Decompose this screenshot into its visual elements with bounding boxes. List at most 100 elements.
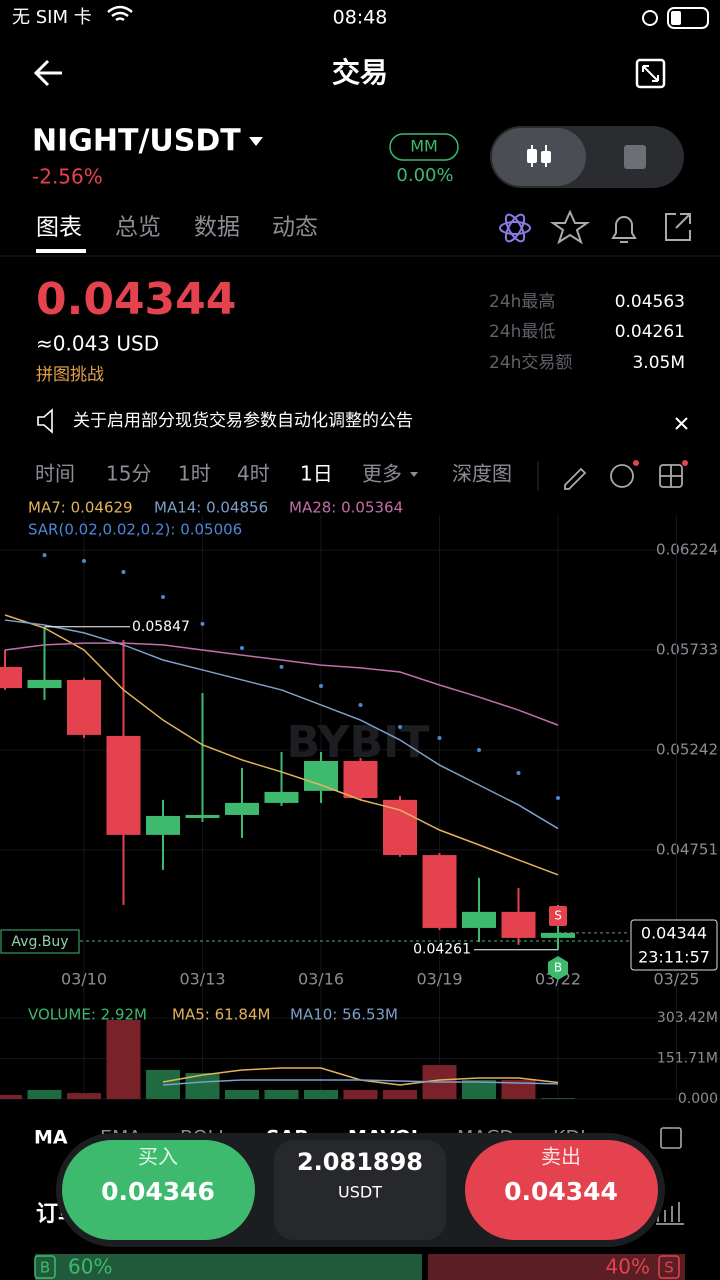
y-tick-label: 0.05733 [656,641,718,659]
buy-tag [34,1255,56,1279]
settings-button[interactable] [610,464,634,488]
ma-line [4,614,559,876]
candle-icon-body [527,149,537,163]
sell-ratio-bar [428,1254,685,1280]
volume-bar [106,1019,141,1099]
ma-line [4,642,559,726]
interval[interactable]: 1时 [178,462,211,486]
sar-dot [240,645,244,650]
y-tick-label: 0.000 [678,1091,718,1107]
countdown: 23:11:57 [638,948,710,967]
notice-close[interactable] [675,417,688,430]
tab[interactable]: 动态 [272,215,318,241]
candle-body [304,760,338,791]
candle-body [343,760,378,799]
volume-bar [27,1089,62,1099]
volume-bar [304,1089,338,1099]
volume-bar [67,1093,101,1099]
stat-label: 24h交易额 [489,353,572,373]
price-tag-label: 0.04344 [641,924,707,943]
fullscreen-button[interactable] [635,58,666,89]
stat-label: 24h最高 [489,292,555,312]
indicator-active[interactable]: MA [34,1127,68,1149]
pair-dropdown[interactable] [249,137,263,146]
ma-line [162,1079,559,1086]
avg-buy-label: Avg.Buy [11,934,68,950]
low-label: 0.04261 [413,942,471,958]
watermark: BYBIT [287,717,430,768]
candle-body [422,855,457,928]
sar-dot [358,702,363,707]
sar-dot [161,595,165,600]
view-toggle-active [492,128,586,186]
volume-bar [0,1094,22,1099]
pair-change: -2.56% [32,165,103,189]
tab[interactable]: 总览 [115,215,161,241]
stat-value: 3.05M [632,353,685,373]
x-tick-label: 03/16 [298,970,344,989]
interval[interactable]: 时间 [35,462,75,486]
volume-bar [343,1089,378,1099]
amount-unit: USDT [338,1183,382,1202]
legend-entry: MA5: 61.84M [172,1006,270,1024]
sar-dot [437,735,442,740]
sell-button[interactable] [465,1140,658,1240]
candle-body [225,802,259,815]
legend-entry: SAR(0.02,0.02,0.2): 0.05006 [28,521,242,539]
tab-active[interactable]: 图表 [36,215,82,241]
legend-entry: MA10: 56.53M [290,1006,398,1024]
buy-button[interactable] [62,1140,255,1240]
buy-price: 0.04346 [101,1177,215,1206]
tab[interactable]: 数据 [194,215,240,241]
interval[interactable]: 4时 [237,462,270,486]
sar-dot [42,553,47,558]
wifi-icon [107,5,133,22]
ma-line [4,619,559,830]
buy-tag-label: B [40,1259,50,1277]
alert-button[interactable] [611,216,637,243]
buy-marker [548,956,568,980]
expand-indicators[interactable] [660,1127,682,1149]
page-title: 交易 [332,56,388,89]
sar-dot [200,621,205,626]
x-tick-label: 03/25 [653,970,699,989]
draw-tool[interactable] [564,467,587,490]
more-caret [410,472,418,477]
high-label: 0.05847 [132,619,190,635]
amount-box[interactable] [274,1140,446,1240]
avg-buy-box [0,929,80,954]
candle-body [106,735,141,835]
candle-body [383,799,417,856]
candle-body [67,679,101,735]
mm-badge[interactable] [389,133,459,161]
x-tick-label: 03/13 [179,970,225,989]
promo[interactable]: 拼图挑战 [36,365,104,385]
stat-value: 0.04261 [615,322,685,342]
sar-dot [82,559,86,564]
candle-icon-body [541,151,551,163]
depth-tab[interactable]: 深度图 [452,462,512,486]
sell-tag-label: S [664,1259,674,1277]
back-button[interactable] [33,59,62,87]
interval-active[interactable]: 1日 [300,462,333,486]
volume-bar [462,1080,496,1099]
candle-body [27,679,62,689]
pair-symbol[interactable]: NIGHT/USDT [32,124,241,159]
speaker-icon [37,408,53,434]
interval[interactable]: 更多 [362,462,402,486]
dot-badge [633,460,639,466]
book-icon [624,145,646,169]
share-button[interactable] [665,213,691,241]
amount: 2.081898 [297,1148,423,1176]
interval[interactable]: 15分 [106,462,151,486]
ai-icon[interactable] [499,212,531,244]
legend-entry: MA28: 0.05364 [289,499,403,517]
volume-bar [264,1089,299,1099]
depth-icon[interactable] [656,1202,684,1225]
sar-dot [398,724,402,729]
notice-text[interactable]: 关于启用部分现货交易参数自动化调整的公告 [73,411,413,431]
sell-price: 0.04344 [504,1177,618,1206]
favorite-button[interactable] [549,209,591,245]
price-tag [630,919,718,971]
